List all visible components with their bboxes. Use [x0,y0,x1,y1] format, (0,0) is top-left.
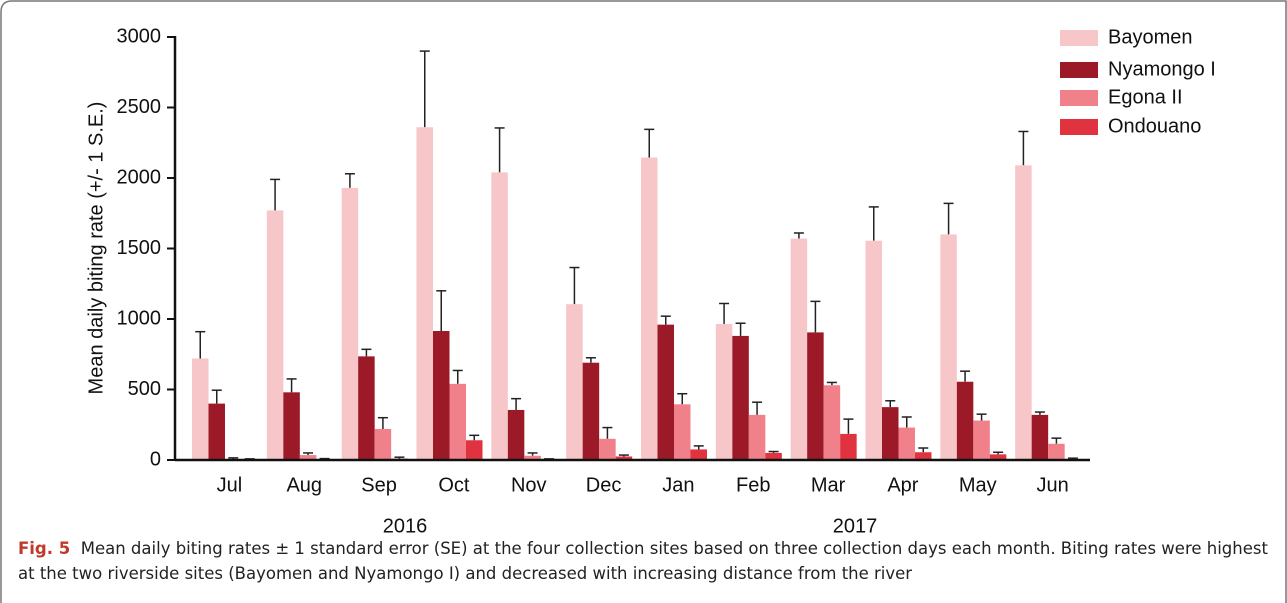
bar [374,428,392,460]
x-tick-label: Nov [511,474,547,496]
x-tick-label: Mar [811,474,846,496]
bar [266,210,284,460]
bar [882,407,899,460]
bar [748,414,766,460]
x-tick-label: Jun [1036,474,1068,496]
bar [566,304,583,460]
legend-label: Bayomen [1108,26,1193,48]
bar [765,452,782,460]
y-tick-label: 1000 [117,307,162,329]
caption-label: Fig. 5 [18,539,71,558]
bar [865,240,882,460]
x-tick-label: Dec [586,474,622,496]
x-tick-label: Aug [286,474,322,496]
bar [449,383,466,460]
bar [433,330,450,460]
x-tick-label: Sep [361,474,397,496]
bar [973,420,990,460]
legend-swatch [1060,119,1098,135]
bar [790,238,808,460]
bar [208,403,225,460]
legend-label: Ondouano [1108,115,1201,137]
y-axis-label: Mean daily biting rate (+/- 1 S.E.) [85,102,107,395]
bar [341,187,359,460]
bar [915,452,932,460]
x-tick-label: Jan [662,474,694,496]
bar [491,172,508,461]
year-label: 2017 [833,515,878,537]
y-tick-label: 0 [150,448,161,470]
bar [582,362,600,460]
legend-label: Nyamongo I [1108,58,1216,80]
bar [283,392,300,460]
bar [416,127,433,461]
bar [840,433,857,460]
bar [641,157,658,460]
y-tick-label: 1500 [117,237,162,259]
bar [1015,165,1032,460]
bar [466,440,483,460]
y-tick-label: 2500 [117,96,162,118]
y-tick-label: 500 [128,378,161,400]
caption-text: Mean daily biting rates ± 1 standard err… [18,539,1268,583]
bar [615,456,633,460]
bar [674,404,691,460]
y-tick-label: 2000 [117,166,162,188]
bar [690,449,707,460]
legend-label: Egona II [1108,86,1183,108]
bar [898,427,915,460]
y-tick-label: 3000 [117,25,162,47]
bar [524,455,541,460]
caption: Fig. 5 Mean daily biting rates ± 1 stand… [18,536,1268,586]
bar [358,356,375,460]
x-tick-label: Apr [887,474,918,496]
bar [1031,414,1049,460]
legend-swatch [1060,90,1098,106]
x-tick-label: Feb [736,474,770,496]
bar [1048,443,1065,460]
bar [807,332,824,460]
bar [823,385,841,460]
bar [192,358,209,460]
x-tick-label: Jul [217,474,243,496]
year-label: 2016 [383,515,428,537]
bar [507,409,525,460]
x-tick-label: Oct [438,474,470,496]
bar [732,335,749,460]
bar [599,438,616,460]
bar [956,381,974,460]
legend-swatch [1060,62,1098,78]
bar [715,323,733,460]
bar [989,454,1007,460]
bar [299,455,317,460]
bar [657,324,674,460]
legend-swatch [1060,30,1098,46]
bar [940,234,957,460]
x-tick-label: May [959,474,997,496]
